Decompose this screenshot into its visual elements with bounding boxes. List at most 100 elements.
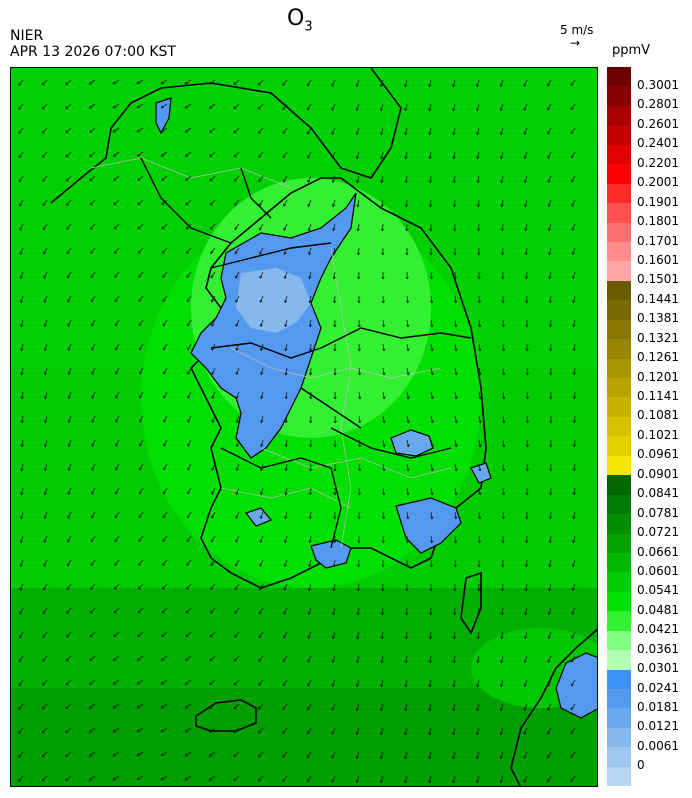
wind-arrow-head [235,516,239,519]
wind-arrow [89,655,96,662]
legend-label: 0.1321 [637,330,679,345]
wind-arrow-head [332,228,336,232]
wind-arrow-head [404,732,408,736]
wind-arrow [138,559,144,566]
wind-arrow [41,127,48,134]
wind-arrow [257,79,264,86]
wind-arrow [163,367,168,375]
wind-arrow [573,367,576,375]
wind-arrow [429,127,432,135]
wind-arrow-head [258,132,261,134]
wind-arrow [66,199,72,206]
wind-arrow [20,319,24,327]
wind-arrow-head [310,444,313,448]
wind-arrow [186,247,192,254]
legend-row: 0.1201 [607,358,687,384]
wind-arrow-head [500,780,503,783]
wind-arrow [307,703,312,711]
wind-arrow-head [43,612,46,615]
wind-arrow [380,751,384,759]
wind-arrow-head [68,420,71,423]
wind-arrow [404,775,408,783]
wind-arrow-head [185,179,189,181]
wind-arrow-head [431,492,434,495]
legend-label: 0.0661 [637,544,679,559]
wind-arrow [44,391,48,399]
wind-arrow-head [115,468,118,471]
wind-arrow-head [356,180,360,184]
wind-arrow [160,79,168,85]
wind-arrow-head [282,156,286,159]
wind-arrow [91,415,96,423]
wind-arrow-head [332,612,336,616]
wind-arrow [500,151,504,159]
wind-arrow [209,727,216,733]
wind-arrow [209,175,216,182]
legend-label: 0.2201 [637,155,679,170]
wind-arrow-head [359,396,362,400]
wind-arrow-head [138,587,141,590]
wind-arrow [525,271,528,280]
wind-arrow-head [259,252,263,255]
wind-arrow-head [382,252,385,256]
wind-arrow [67,271,72,279]
wind-arrow-head [283,180,286,183]
wind-arrow [234,247,240,255]
wind-arrow [308,223,312,231]
wind-arrow [89,175,96,182]
legend-swatch [607,689,631,709]
wind-arrow [332,175,336,183]
wind-arrow [358,439,361,447]
wind-arrow-head [358,276,361,280]
legend-label: 0.3001 [637,78,679,92]
kyushu-outline [510,628,597,786]
legend-swatch [607,67,631,87]
wind-arrow [42,679,48,686]
wind-arrow-head [235,324,239,327]
wind-arrow-head [547,708,551,711]
wind-arrow [234,583,240,591]
legend-label: 0.1501 [637,272,679,287]
wind-arrow [160,727,168,733]
wind-arrow [478,487,481,495]
wind-arrow-head [479,348,482,352]
wind-arrow [453,703,456,711]
wind-arrow [66,559,72,567]
wind-arrow-head [236,492,239,495]
wind-arrow [525,247,528,255]
wind-arrow [209,703,216,709]
wind-arrow-head [479,300,481,304]
wind-arrow-head [185,659,189,661]
wind-arrow [282,751,288,758]
wind-arrow-head [309,540,312,544]
wind-arrow [282,79,288,86]
wind-arrow [160,751,168,757]
wind-arrow-head [358,516,361,520]
wind-arrow-head [524,132,527,135]
wind-arrow [137,175,144,181]
province-boundaries [140,157,472,549]
wind-arrow [285,343,288,351]
wind-arrow-head [260,444,264,448]
legend-row: 0.0061 [607,727,687,753]
wind-arrow [211,295,216,303]
wind-arrow-head [452,84,456,88]
wind-arrow [573,415,576,423]
legend-row: 0.0421 [607,611,687,636]
wind-arrow-head [381,204,384,208]
wind-arrow [44,511,48,519]
wind-arrow-head [334,492,337,496]
wind-arrow-head [114,300,118,303]
ozone-concentration-map[interactable] [10,67,598,787]
wind-arrow [89,679,96,685]
wind-arrow-head [502,276,505,280]
wind-arrow [525,559,528,567]
wind-arrow-head [258,156,262,158]
wind-arrow [331,751,336,759]
wind-arrow-head [478,564,481,568]
wind-arrow-head [307,660,311,663]
wind-arrow [211,487,216,495]
legend-swatch [607,611,631,631]
wind-arrow-head [42,204,46,207]
wind-arrow [285,367,288,375]
